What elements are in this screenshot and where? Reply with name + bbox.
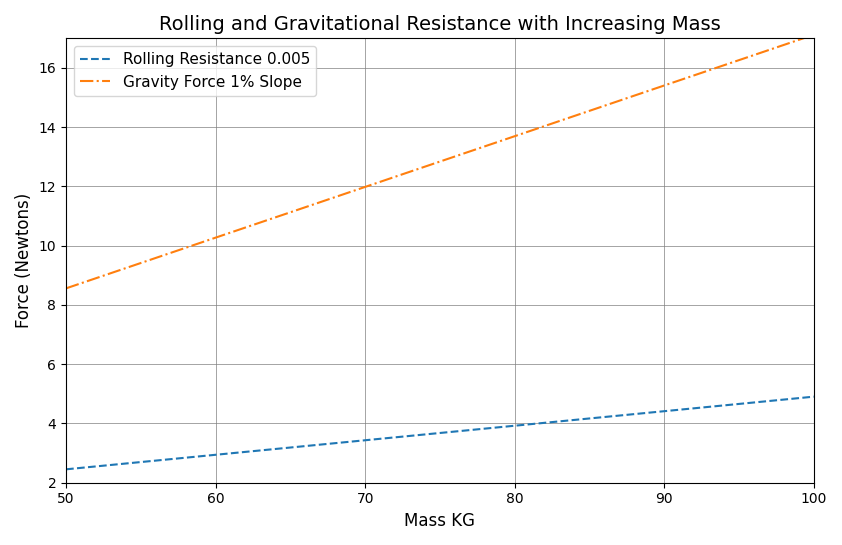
Gravity Force 1% Slope: [200, 238, 210, 245]
Gravity Force 1% Slope: [106, 270, 116, 276]
Legend: Rolling Resistance 0.005, Gravity Force 1% Slope: Rolling Resistance 0.005, Gravity Force …: [73, 46, 316, 96]
Y-axis label: Force (Newtons): Force (Newtons): [15, 193, 33, 328]
Rolling Resistance 0.005: [200, 452, 210, 459]
Line: Gravity Force 1% Slope: Gravity Force 1% Slope: [66, 35, 814, 288]
Rolling Resistance 0.005: [745, 399, 755, 406]
Gravity Force 1% Slope: [771, 44, 781, 51]
Rolling Resistance 0.005: [61, 466, 71, 473]
Rolling Resistance 0.005: [809, 393, 819, 400]
Gravity Force 1% Slope: [809, 32, 819, 38]
Rolling Resistance 0.005: [106, 462, 116, 468]
Rolling Resistance 0.005: [771, 397, 781, 404]
Rolling Resistance 0.005: [260, 447, 270, 453]
X-axis label: Mass KG: Mass KG: [404, 512, 476, 530]
Rolling Resistance 0.005: [91, 463, 101, 470]
Line: Rolling Resistance 0.005: Rolling Resistance 0.005: [66, 397, 814, 469]
Gravity Force 1% Slope: [61, 285, 71, 292]
Gravity Force 1% Slope: [260, 217, 270, 224]
Gravity Force 1% Slope: [91, 275, 101, 281]
Gravity Force 1% Slope: [745, 53, 755, 60]
Title: Rolling and Gravitational Resistance with Increasing Mass: Rolling and Gravitational Resistance wit…: [159, 15, 721, 34]
